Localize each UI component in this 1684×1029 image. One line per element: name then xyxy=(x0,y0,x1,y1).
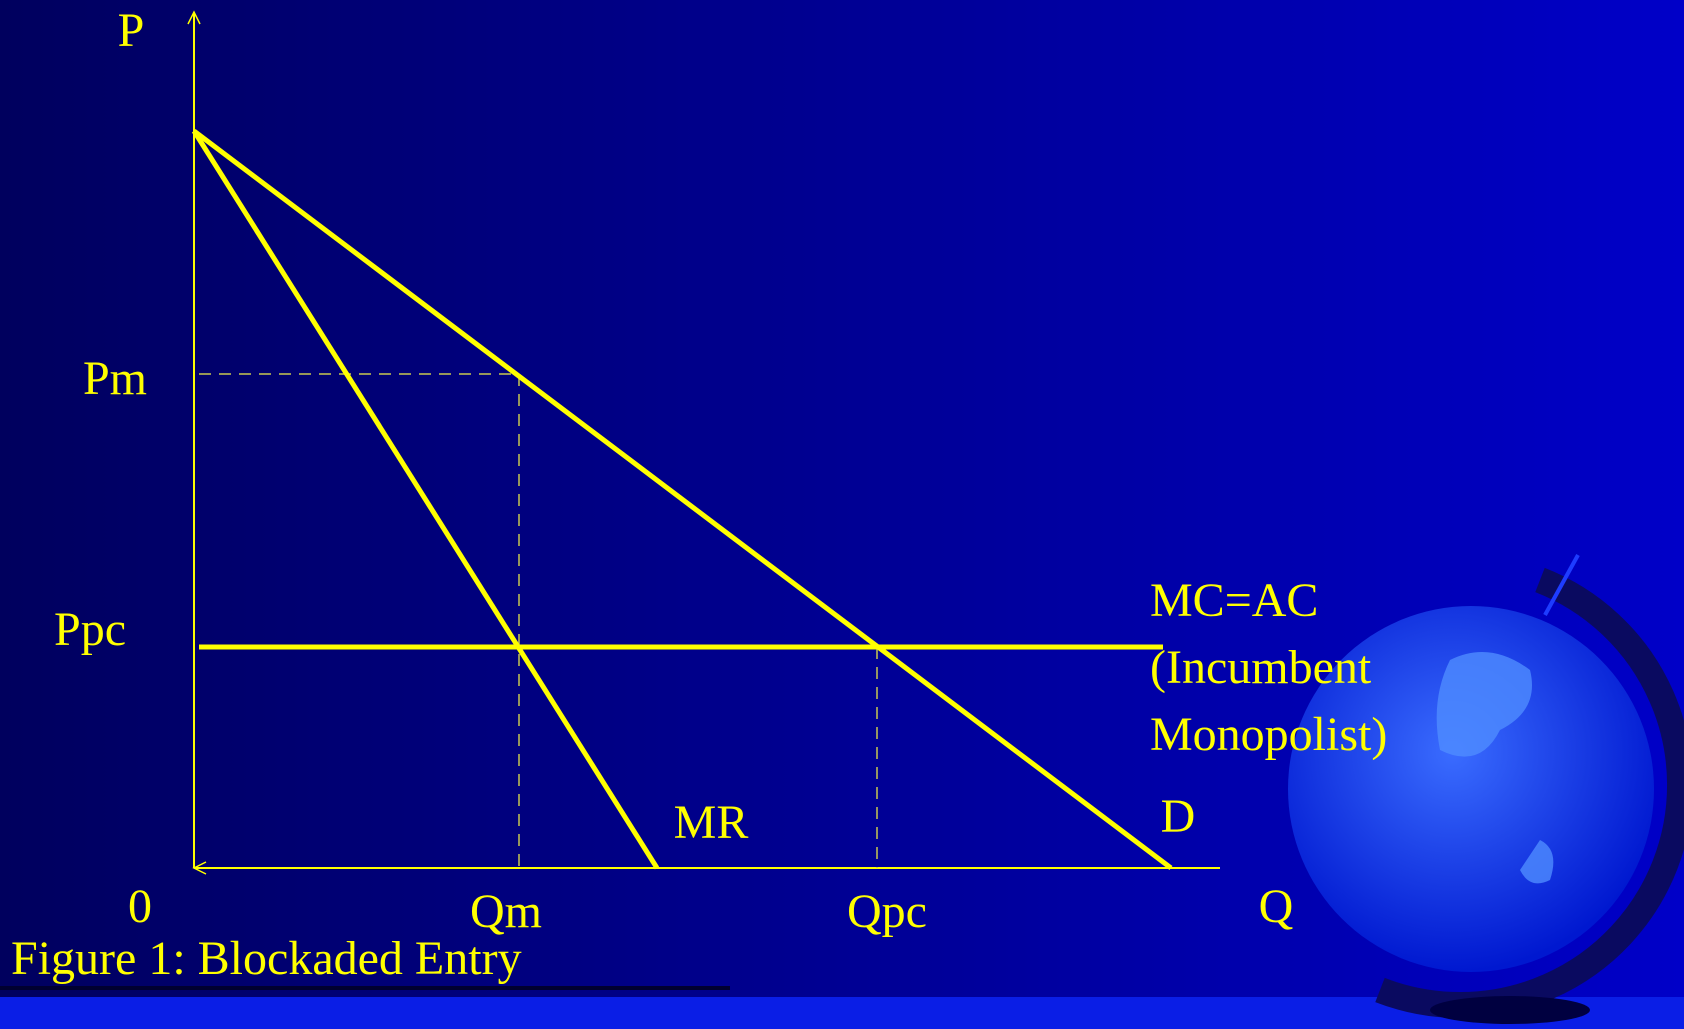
mr-curve xyxy=(191,129,660,870)
cost-label: MC=AC xyxy=(1150,574,1318,627)
globe-axis xyxy=(1543,554,1580,616)
cost-label: Monopolist) xyxy=(1150,708,1387,761)
x-axis-label: Q xyxy=(1259,880,1294,933)
cost-label: (Incumbent xyxy=(1150,641,1372,694)
qm-label: Qm xyxy=(470,885,542,938)
globe xyxy=(1288,606,1654,972)
ppc-label: Ppc xyxy=(54,603,126,656)
y-arrow xyxy=(187,10,201,25)
y-axis-label: P xyxy=(118,4,145,57)
demand-label: D xyxy=(1161,790,1196,843)
origin-label: 0 xyxy=(128,880,152,933)
demand-curve xyxy=(192,129,1173,870)
pm-label: Pm xyxy=(83,352,147,405)
globe-base xyxy=(1430,996,1590,1024)
globe-decoration xyxy=(1288,554,1684,1024)
qpc-label: Qpc xyxy=(847,885,927,938)
diagram xyxy=(187,10,1220,875)
mr-label: MR xyxy=(674,796,749,849)
globe-land xyxy=(1436,652,1554,884)
caption: Figure 1: Blockaded Entry xyxy=(11,932,522,985)
x-arrow xyxy=(192,861,207,875)
